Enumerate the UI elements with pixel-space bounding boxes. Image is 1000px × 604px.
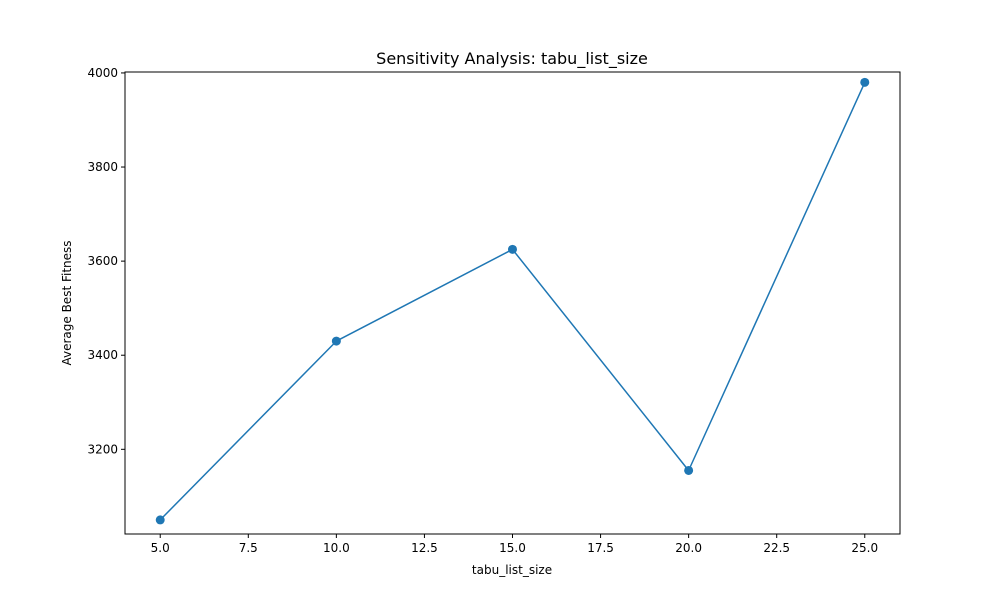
x-tick-label: 25.0 <box>851 541 878 555</box>
x-tick-label: 7.5 <box>239 541 258 555</box>
y-axis-label: Average Best Fitness <box>60 240 74 365</box>
y-axis: 3200 3400 3600 3800 4000 <box>87 66 125 456</box>
data-point <box>331 336 341 346</box>
y-tick-label: 3600 <box>87 254 118 268</box>
data-point <box>508 244 517 254</box>
data-point <box>684 465 694 475</box>
x-tick-label: 15.0 <box>499 541 526 555</box>
x-axis: 5.0 7.5 10.0 12.5 15.0 17.5 20.0 22.5 25.0 <box>151 534 878 555</box>
x-tick-label: 17.5 <box>587 541 614 555</box>
y-tick-label: 3800 <box>87 160 118 174</box>
x-tick-label: 22.5 <box>763 541 790 555</box>
x-tick-label: 12.5 <box>411 541 438 555</box>
x-axis-label: tabu_list_size <box>472 563 552 577</box>
plot-area <box>155 77 870 525</box>
x-tick-label: 10.0 <box>323 541 350 555</box>
y-tick-label: 3200 <box>87 442 118 456</box>
y-tick-label: 4000 <box>87 66 118 80</box>
data-point <box>860 77 870 87</box>
data-point <box>155 515 165 525</box>
x-tick-label: 20.0 <box>675 541 702 555</box>
chart-title: Sensitivity Analysis: tabu_list_size <box>376 49 648 69</box>
y-tick-label: 3400 <box>87 348 118 362</box>
x-tick-label: 5.0 <box>151 541 170 555</box>
